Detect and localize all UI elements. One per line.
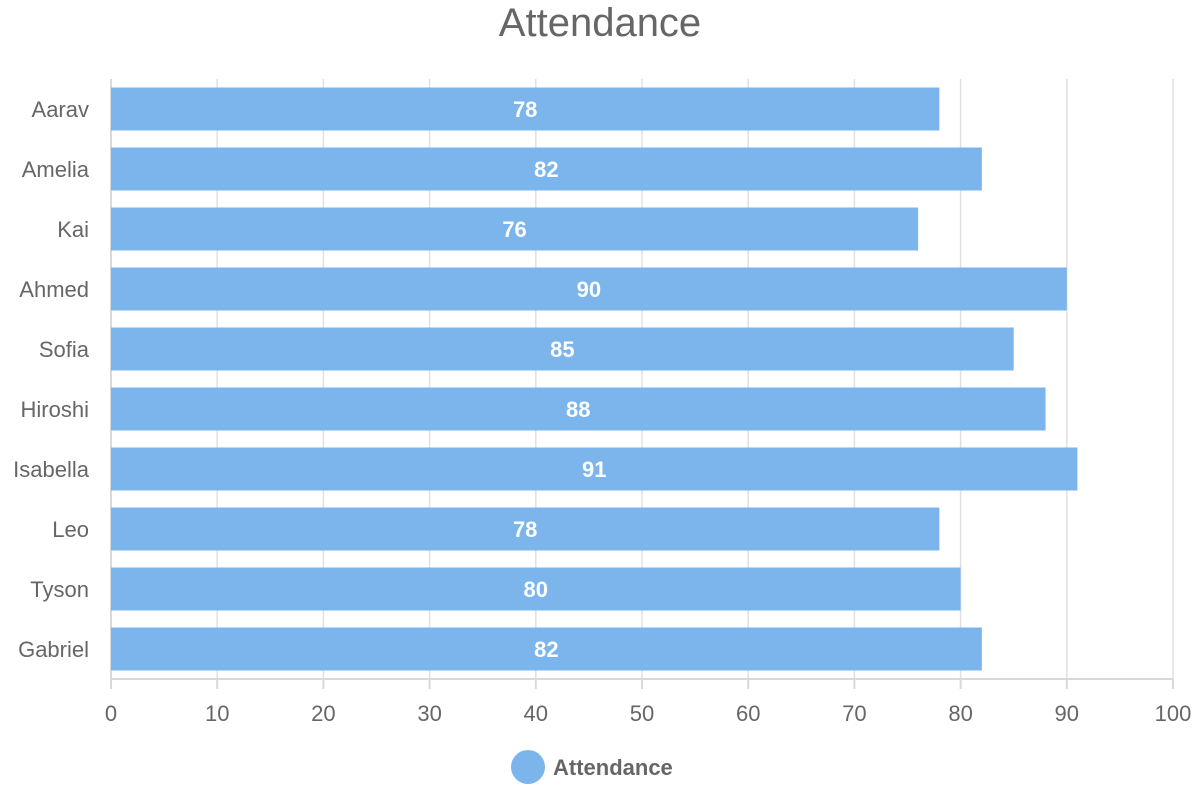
- bar-series: 78 82 76 90 85 88 91 78 80 82: [111, 87, 1078, 671]
- bar[interactable]: [111, 207, 919, 251]
- data-label: 91: [582, 457, 606, 482]
- bar[interactable]: [111, 627, 982, 671]
- category-label: Leo: [52, 517, 89, 542]
- bar[interactable]: [111, 447, 1078, 491]
- category-label: Tyson: [30, 577, 89, 602]
- x-tick-label: 20: [311, 701, 335, 726]
- data-label: 76: [502, 217, 526, 242]
- category-label: Ahmed: [19, 277, 89, 302]
- x-tick-label: 0: [105, 701, 117, 726]
- bar[interactable]: [111, 267, 1067, 311]
- bar[interactable]: [111, 567, 961, 611]
- category-label: Sofia: [39, 337, 90, 362]
- data-label: 88: [566, 397, 590, 422]
- data-label: 90: [577, 277, 601, 302]
- data-label: 80: [524, 577, 548, 602]
- bar[interactable]: [111, 147, 982, 191]
- bar[interactable]: [111, 387, 1046, 431]
- x-tick-label: 60: [736, 701, 760, 726]
- category-axis-labels: Aarav Amelia Kai Ahmed Sofia Hiroshi Isabella L…: [13, 97, 90, 662]
- x-tick-label: 30: [417, 701, 441, 726]
- data-label: 85: [550, 337, 574, 362]
- legend-label[interactable]: Attendance: [553, 755, 673, 780]
- data-label: 82: [534, 157, 558, 182]
- data-label: 78: [513, 517, 537, 542]
- x-tick-label: 50: [630, 701, 654, 726]
- category-label: Amelia: [22, 157, 90, 182]
- legend[interactable]: Attendance: [511, 750, 673, 784]
- legend-marker: [511, 750, 545, 784]
- x-tick-label: 80: [948, 701, 972, 726]
- x-tick-label: 40: [524, 701, 548, 726]
- x-tick-label: 90: [1055, 701, 1079, 726]
- category-label: Isabella: [13, 457, 90, 482]
- bar[interactable]: [111, 327, 1014, 371]
- category-label: Aarav: [32, 97, 89, 122]
- category-label: Hiroshi: [21, 397, 89, 422]
- category-label: Kai: [57, 217, 89, 242]
- x-tick-label: 100: [1155, 701, 1192, 726]
- x-tick-label: 10: [205, 701, 229, 726]
- data-label: 78: [513, 97, 537, 122]
- chart-title: Attendance: [499, 1, 701, 45]
- x-tick-label: 70: [842, 701, 866, 726]
- category-label: Gabriel: [18, 637, 89, 662]
- value-axis-labels: 0 10 20 30 40 50 60 70 80 90 100: [105, 701, 1191, 726]
- bar[interactable]: [111, 87, 940, 131]
- data-label: 82: [534, 637, 558, 662]
- bar[interactable]: [111, 507, 940, 551]
